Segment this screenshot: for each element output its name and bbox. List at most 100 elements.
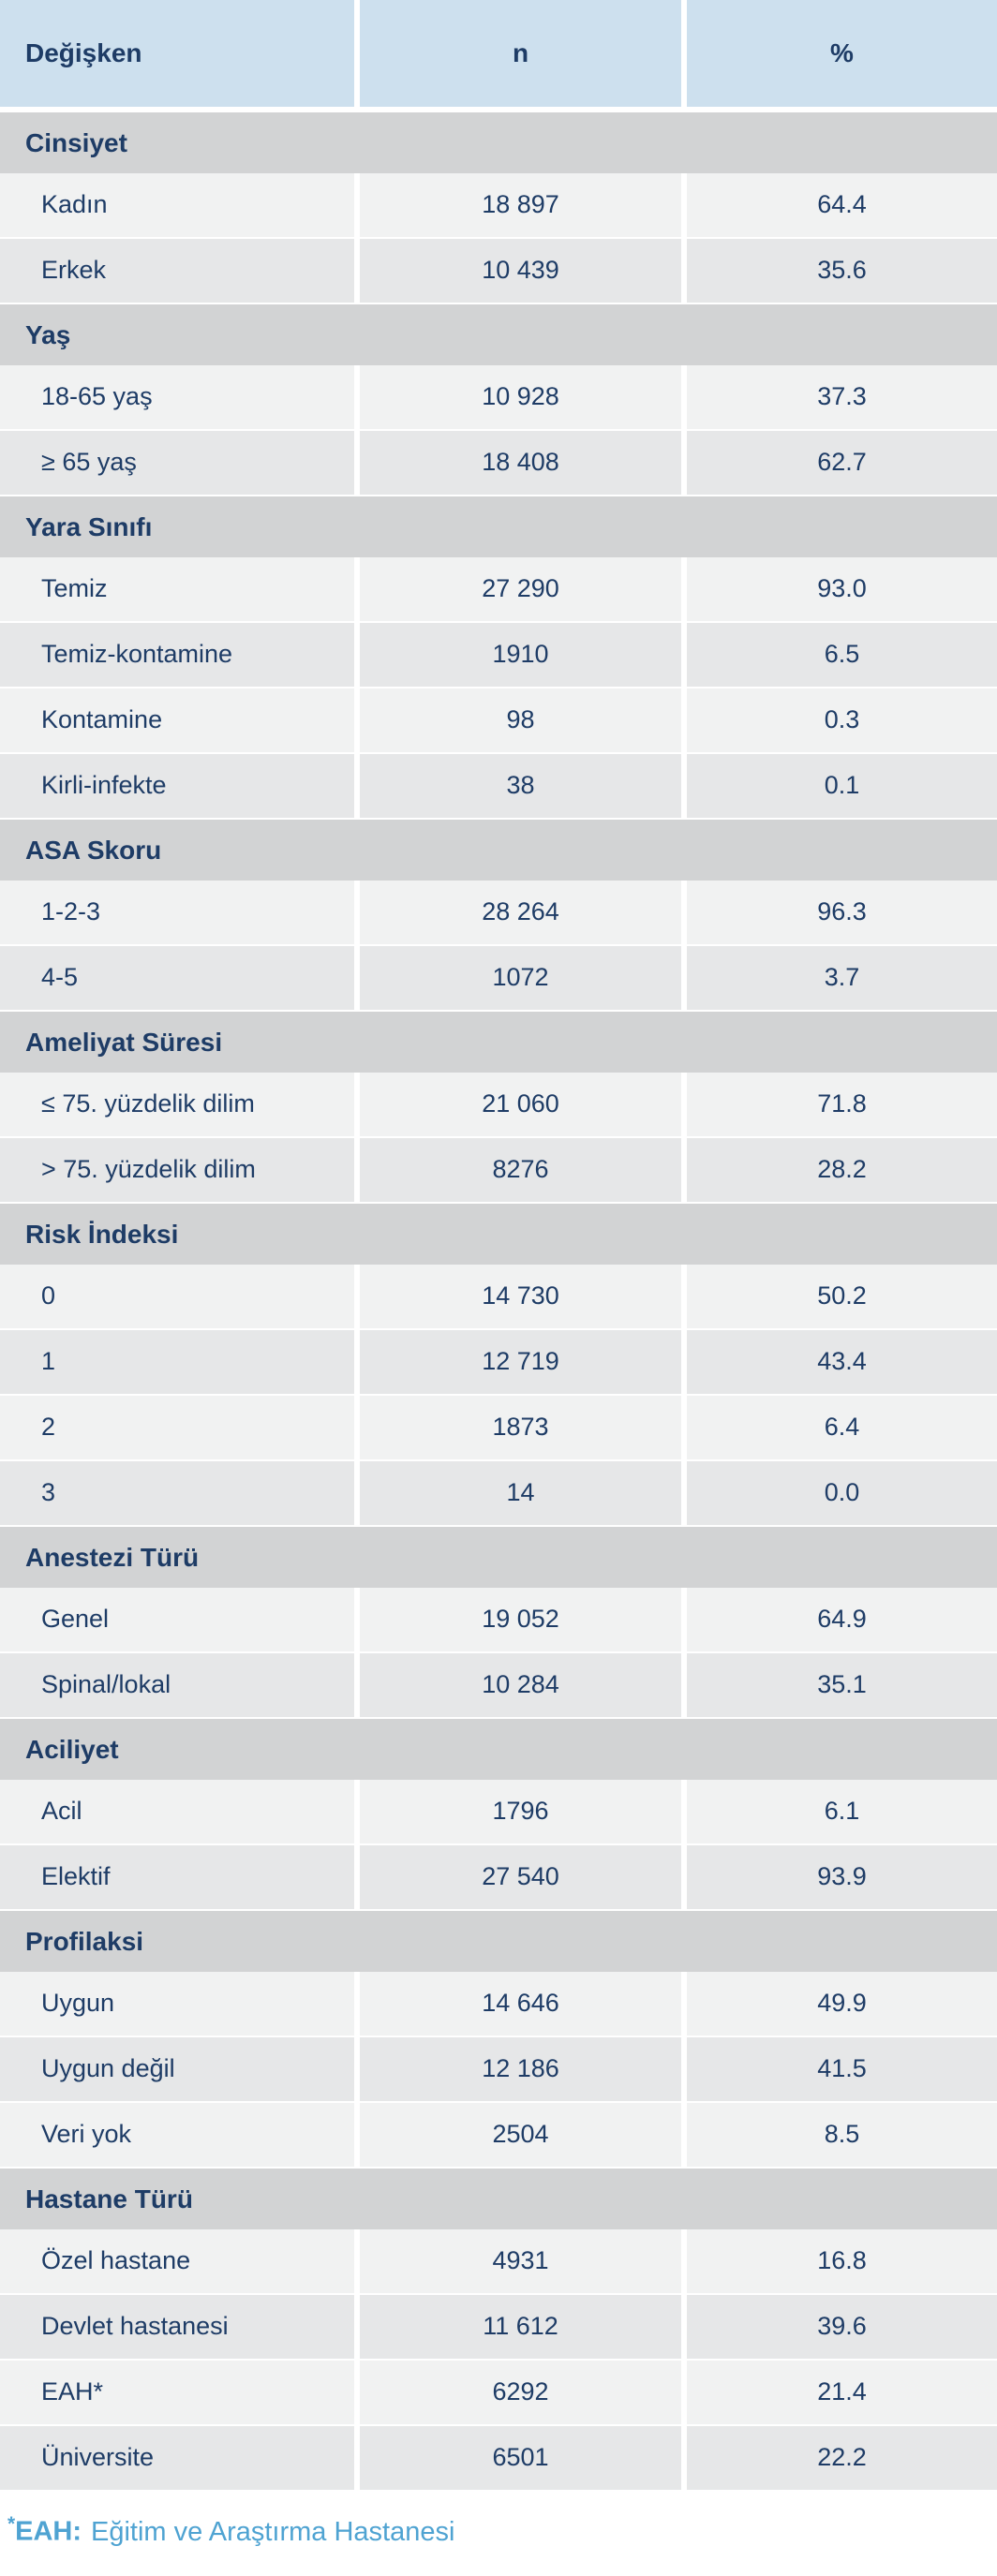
- row-pct-cell: 39.6: [687, 2295, 997, 2359]
- table-row: Veri yok 2504 8.5: [0, 2103, 997, 2169]
- row-pct-cell: 62.7: [687, 431, 997, 495]
- section-header-row: Ameliyat Süresi: [0, 1012, 997, 1073]
- footnote-asterisk: *: [7, 2513, 16, 2535]
- row-label-cell: ≤ 75. yüzdelik dilim: [0, 1073, 354, 1136]
- table-row: 18-65 yaş 10 928 37.3: [0, 365, 997, 431]
- row-n-cell: 21 060: [360, 1073, 681, 1136]
- row-label-cell: 3: [0, 1461, 354, 1525]
- row-n-cell: 28 264: [360, 881, 681, 944]
- row-pct-cell: 6.1: [687, 1780, 997, 1843]
- row-label-cell: Devlet hastanesi: [0, 2295, 354, 2359]
- row-n-cell: 14 730: [360, 1265, 681, 1328]
- row-label-cell: Uygun: [0, 1972, 354, 2036]
- row-label-cell: ≥ 65 yaş: [0, 431, 354, 495]
- table-row: 1-2-3 28 264 96.3: [0, 881, 997, 946]
- row-n-cell: 10 928: [360, 365, 681, 429]
- section-header-row: Profilaksi: [0, 1911, 997, 1972]
- row-label-cell: Kadın: [0, 173, 354, 237]
- row-label-cell: 1: [0, 1330, 354, 1394]
- row-pct-cell: 96.3: [687, 881, 997, 944]
- section-header-row: Risk İndeksi: [0, 1204, 997, 1265]
- table-row: Elektif 27 540 93.9: [0, 1845, 997, 1911]
- table-row: Acil 1796 6.1: [0, 1780, 997, 1845]
- row-pct-cell: 43.4: [687, 1330, 997, 1394]
- section-header-row: Aciliyet: [0, 1719, 997, 1780]
- row-pct-cell: 3.7: [687, 946, 997, 1010]
- table-row: Temiz-kontamine 1910 6.5: [0, 623, 997, 688]
- table-row: Kontamine 98 0.3: [0, 688, 997, 754]
- section-header-row: Hastane Türü: [0, 2169, 997, 2229]
- row-pct-cell: 49.9: [687, 1972, 997, 2036]
- row-n-cell: 27 290: [360, 557, 681, 621]
- row-label-cell: Erkek: [0, 239, 354, 303]
- row-label-cell: Temiz-kontamine: [0, 623, 354, 687]
- header-col-n: n: [360, 0, 681, 107]
- table-row: 0 14 730 50.2: [0, 1265, 997, 1330]
- row-n-cell: 6501: [360, 2426, 681, 2490]
- footnote-text: Eğitim ve Araştırma Hastanesi: [91, 2516, 455, 2547]
- row-pct-cell: 28.2: [687, 1138, 997, 1202]
- table-row: Devlet hastanesi 11 612 39.6: [0, 2295, 997, 2361]
- row-pct-cell: 50.2: [687, 1265, 997, 1328]
- row-n-cell: 27 540: [360, 1845, 681, 1909]
- table-row: 2 1873 6.4: [0, 1396, 997, 1461]
- section-header-row: Anestezi Türü: [0, 1527, 997, 1588]
- table-row: Uygun değil 12 186 41.5: [0, 2037, 997, 2103]
- row-label-cell: Genel: [0, 1588, 354, 1651]
- table-row: 1 12 719 43.4: [0, 1330, 997, 1396]
- row-label-cell: Özel hastane: [0, 2229, 354, 2293]
- row-pct-cell: 37.3: [687, 365, 997, 429]
- row-pct-cell: 35.6: [687, 239, 997, 303]
- row-pct-cell: 21.4: [687, 2361, 997, 2424]
- row-n-cell: 18 408: [360, 431, 681, 495]
- table-row: 4-5 1072 3.7: [0, 946, 997, 1012]
- header-col-variable: Değişken: [0, 0, 354, 107]
- table-row: > 75. yüzdelik dilim 8276 28.2: [0, 1138, 997, 1204]
- row-label-cell: 2: [0, 1396, 354, 1459]
- row-pct-cell: 0.1: [687, 754, 997, 818]
- row-pct-cell: 6.4: [687, 1396, 997, 1459]
- row-label-cell: 18-65 yaş: [0, 365, 354, 429]
- row-n-cell: 98: [360, 688, 681, 752]
- row-pct-cell: 16.8: [687, 2229, 997, 2293]
- row-label-cell: Veri yok: [0, 2103, 354, 2167]
- row-pct-cell: 64.4: [687, 173, 997, 237]
- table-row: Üniversite 6501 22.2: [0, 2426, 997, 2492]
- row-n-cell: 2504: [360, 2103, 681, 2167]
- row-pct-cell: 93.0: [687, 557, 997, 621]
- summary-table: Değişken n % Cinsiyet Kadın 18 897 64.4 Erke…: [0, 0, 997, 2492]
- row-n-cell: 4931: [360, 2229, 681, 2293]
- row-label-cell: 4-5: [0, 946, 354, 1010]
- row-n-cell: 1072: [360, 946, 681, 1010]
- section-header-row: ASA Skoru: [0, 820, 997, 881]
- table-row: Temiz 27 290 93.0: [0, 557, 997, 623]
- table-row: Erkek 10 439 35.6: [0, 239, 997, 304]
- row-label-cell: Temiz: [0, 557, 354, 621]
- row-label-cell: Üniversite: [0, 2426, 354, 2490]
- table-row: Kadın 18 897 64.4: [0, 173, 997, 239]
- footnote-label: EAH:: [15, 2516, 82, 2547]
- row-n-cell: 38: [360, 754, 681, 818]
- row-pct-cell: 93.9: [687, 1845, 997, 1909]
- row-label-cell: EAH*: [0, 2361, 354, 2424]
- table-row: Özel hastane 4931 16.8: [0, 2229, 997, 2295]
- row-pct-cell: 41.5: [687, 2037, 997, 2101]
- row-n-cell: 18 897: [360, 173, 681, 237]
- row-label-cell: 0: [0, 1265, 354, 1328]
- section-header-row: Cinsiyet: [0, 112, 997, 173]
- table-header-row: Değişken n %: [0, 0, 997, 107]
- row-label-cell: Elektif: [0, 1845, 354, 1909]
- row-pct-cell: 8.5: [687, 2103, 997, 2167]
- row-n-cell: 1796: [360, 1780, 681, 1843]
- row-n-cell: 10 439: [360, 239, 681, 303]
- table-row: EAH* 6292 21.4: [0, 2361, 997, 2426]
- section-header-row: Yara Sınıfı: [0, 496, 997, 557]
- row-label-cell: > 75. yüzdelik dilim: [0, 1138, 354, 1202]
- row-label-cell: Kirli-infekte: [0, 754, 354, 818]
- table-body: Cinsiyet Kadın 18 897 64.4 Erkek 10 439 35.6 Ya…: [0, 112, 997, 2492]
- row-label-cell: Kontamine: [0, 688, 354, 752]
- table-row: Spinal/lokal 10 284 35.1: [0, 1653, 997, 1719]
- row-label-cell: Acil: [0, 1780, 354, 1843]
- row-pct-cell: 0.3: [687, 688, 997, 752]
- row-n-cell: 14 646: [360, 1972, 681, 2036]
